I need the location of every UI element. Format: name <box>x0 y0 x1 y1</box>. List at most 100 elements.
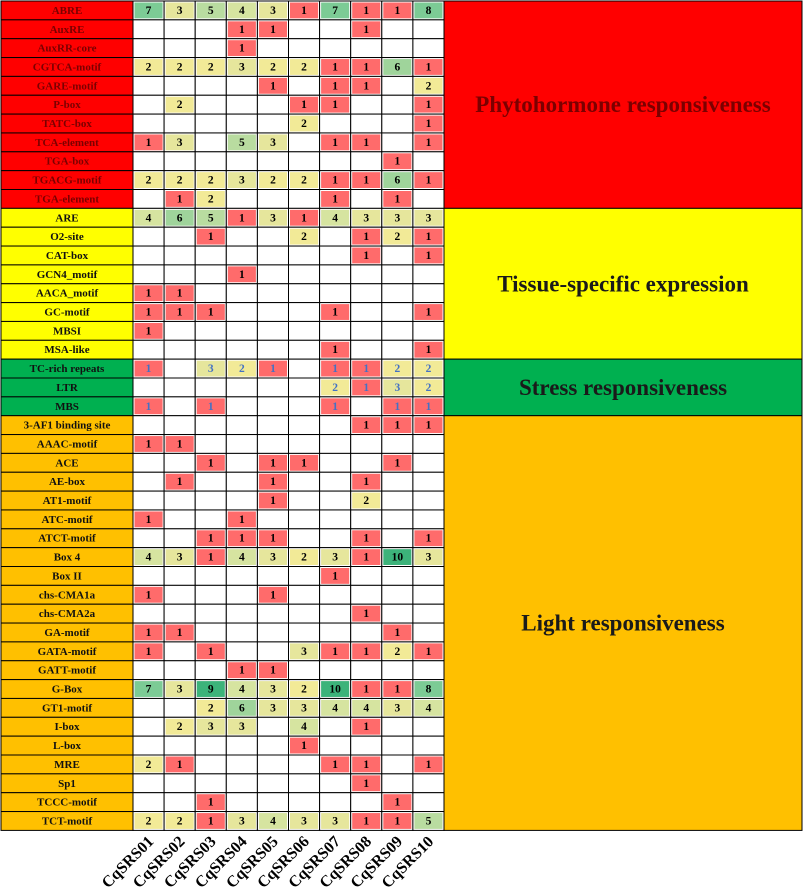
heatmap-cell <box>225 792 258 813</box>
cell-value: 3 <box>332 552 338 564</box>
cell-value: 1 <box>394 815 400 827</box>
cell-value: 9 <box>208 684 214 696</box>
heatmap-cell-fill <box>414 379 443 396</box>
heatmap-cell-fill <box>165 285 194 302</box>
heatmap-cell-fill <box>321 398 350 415</box>
cell-value: 2 <box>270 61 276 73</box>
heatmap-cell-fill <box>165 191 194 207</box>
cell-value: 5 <box>208 212 214 224</box>
cell-value: 1 <box>177 288 183 300</box>
heatmap-cell <box>256 396 289 417</box>
heatmap-cell <box>412 38 445 59</box>
heatmap-cell-fill <box>352 756 381 773</box>
heatmap-cell-fill <box>352 59 381 75</box>
cell-value: 1 <box>177 193 183 205</box>
heatmap-cell <box>350 113 383 134</box>
heatmap-cell <box>381 283 414 304</box>
cell-value: 4 <box>270 815 276 827</box>
cell-value: 1 <box>363 5 369 17</box>
row-label: GARE-motif <box>37 80 98 92</box>
row-label: AAAC-motif <box>37 438 98 450</box>
cell-value: 4 <box>146 212 152 224</box>
heatmap-cell <box>163 226 196 247</box>
heatmap-cell-fill <box>227 40 256 57</box>
cell-value: 1 <box>270 80 276 92</box>
cell-value: 1 <box>239 533 245 545</box>
heatmap-cell <box>288 302 321 322</box>
cell-value: 2 <box>177 175 183 187</box>
heatmap-cell-fill <box>134 134 163 151</box>
heatmap-cell-fill <box>383 172 412 188</box>
heatmap-cell <box>381 471 414 492</box>
heatmap-cell <box>319 226 352 247</box>
cell-value: 1 <box>208 815 214 827</box>
heatmap-cell <box>225 622 258 643</box>
heatmap-cell <box>163 566 196 586</box>
cell-value: 2 <box>270 175 276 187</box>
heatmap-cell-fill <box>134 549 163 565</box>
heatmap-cell <box>163 735 196 756</box>
row-label: GCN4_motif <box>37 269 98 281</box>
cell-value: 2 <box>146 175 152 187</box>
heatmap-cell-fill <box>414 77 443 94</box>
heatmap-cell-fill <box>352 417 381 434</box>
heatmap-cell-fill <box>165 549 194 565</box>
heatmap-cell <box>319 452 352 473</box>
heatmap-cell-fill <box>196 59 225 75</box>
heatmap-cell-fill <box>227 209 256 226</box>
heatmap-cell-fill <box>290 813 319 829</box>
cell-value: 1 <box>208 533 214 545</box>
heatmap-cell <box>412 283 445 304</box>
cell-value: 1 <box>363 382 369 394</box>
heatmap-cell <box>132 528 165 549</box>
heatmap-cell-fill <box>383 360 412 377</box>
cell-value: 1 <box>239 43 245 55</box>
heatmap-cell <box>225 396 258 417</box>
cell-value: 1 <box>363 24 369 36</box>
heatmap-cell <box>132 490 165 511</box>
heatmap-cell-fill <box>227 360 256 377</box>
heatmap-cell <box>194 75 227 96</box>
cell-value: 1 <box>426 307 432 319</box>
heatmap-cell <box>350 434 383 454</box>
heatmap-cell <box>225 754 258 775</box>
heatmap-cell <box>319 660 352 681</box>
heatmap-cell <box>319 113 352 134</box>
heatmap-cell <box>225 151 258 172</box>
cell-value: 1 <box>301 99 307 111</box>
heatmap-cell <box>381 773 414 794</box>
heatmap-cell <box>163 584 196 605</box>
row-label: GA-motif <box>44 627 90 639</box>
cell-value: 1 <box>208 231 214 243</box>
heatmap-cell-fill <box>383 2 412 19</box>
cell-value: 1 <box>426 118 432 130</box>
heatmap-cell <box>132 415 165 436</box>
cell-value: 1 <box>363 684 369 696</box>
row-label: Box 4 <box>54 552 81 564</box>
cell-value: 1 <box>426 420 432 432</box>
heatmap-cell-fill <box>290 2 319 19</box>
heatmap-cell <box>319 245 352 266</box>
cell-value: 1 <box>363 476 369 488</box>
heatmap-cell <box>256 735 289 756</box>
category-label: Tissue-specific expression <box>497 271 749 296</box>
cell-value: 1 <box>332 61 338 73</box>
heatmap-cell-fill <box>414 134 443 151</box>
heatmap-cell-fill <box>134 813 163 829</box>
heatmap-cell <box>350 151 383 172</box>
heatmap-cell <box>412 19 445 40</box>
heatmap-cell-fill <box>134 398 163 415</box>
heatmap-cell <box>381 566 414 586</box>
heatmap-cell-fill <box>414 2 443 19</box>
cell-value: 1 <box>332 307 338 319</box>
cell-value: 1 <box>208 797 214 809</box>
heatmap-cell <box>319 264 352 285</box>
heatmap-cell <box>163 415 196 436</box>
heatmap-cell <box>350 283 383 304</box>
heatmap-cell <box>225 113 258 134</box>
heatmap-cell <box>132 75 165 96</box>
cell-value: 1 <box>239 665 245 677</box>
heatmap-cell-fill <box>321 172 350 188</box>
heatmap-cell <box>350 264 383 285</box>
heatmap-cell <box>256 113 289 134</box>
